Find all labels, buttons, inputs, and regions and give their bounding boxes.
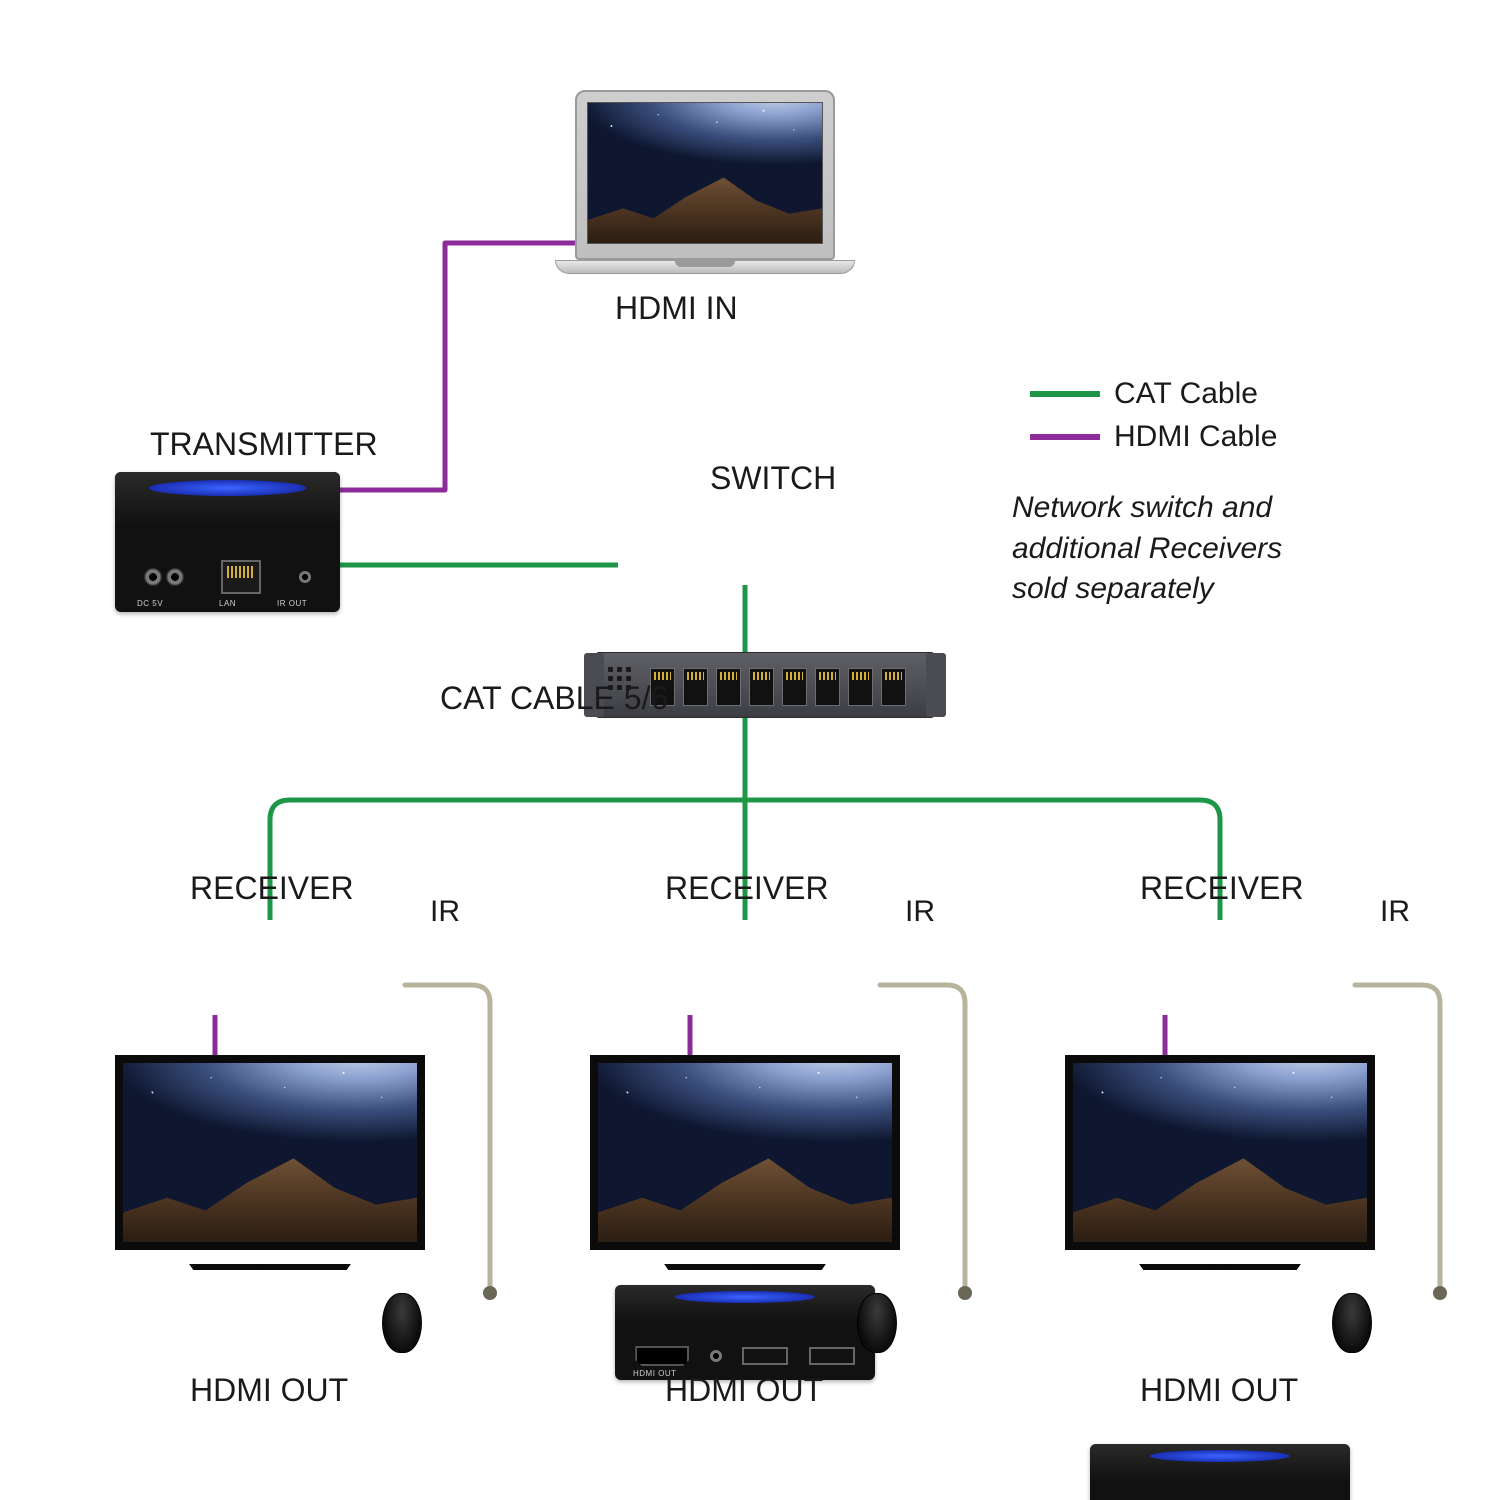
legend-row-hdmi: HDMI Cable <box>1030 420 1277 454</box>
label-receiver-2: RECEIVER <box>665 870 829 907</box>
switch-port <box>881 668 906 706</box>
dc-in-port <box>144 568 162 586</box>
dc-in-port-2 <box>166 568 184 586</box>
ir-sensor-3 <box>1433 1286 1447 1300</box>
switch-port <box>815 668 840 706</box>
label-hdmi-out-2: HDMI OUT <box>665 1372 823 1409</box>
mouse-2 <box>857 1293 897 1353</box>
mouse-3 <box>1332 1293 1372 1353</box>
switch-port <box>716 668 741 706</box>
port-label-irout: IR OUT <box>277 599 307 608</box>
ir-sensor-2 <box>958 1286 972 1300</box>
label-ir-1: IR <box>430 895 460 929</box>
transmitter-device: DC 5V LAN IR OUT <box>115 472 340 612</box>
label-ir-2: IR <box>905 895 935 929</box>
port-label-dc5v: DC 5V <box>137 599 163 608</box>
legend-row-cat: CAT Cable <box>1030 377 1258 411</box>
ir-sensor-1 <box>483 1286 497 1300</box>
lan-port <box>221 560 261 594</box>
switch-port <box>683 668 708 706</box>
legend-swatch-hdmi <box>1030 434 1100 440</box>
switch-port <box>848 668 873 706</box>
switch-port <box>749 668 774 706</box>
tv-display-2 <box>590 1055 900 1270</box>
usb-port <box>742 1347 788 1365</box>
label-hdmi-out-1: HDMI OUT <box>190 1372 348 1409</box>
mouse-1 <box>382 1293 422 1353</box>
legend-label-cat: CAT Cable <box>1114 377 1258 411</box>
label-transmitter: TRANSMITTER <box>150 426 378 463</box>
tv-display-1 <box>115 1055 425 1270</box>
port-label-lan: LAN <box>219 599 236 608</box>
note-sold-separately: Network switch and additional Receivers … <box>1012 488 1282 610</box>
tv-display-3 <box>1065 1055 1375 1270</box>
label-receiver-3: RECEIVER <box>1140 870 1304 907</box>
label-receiver-1: RECEIVER <box>190 870 354 907</box>
switch-port <box>782 668 807 706</box>
label-hdmi-in: HDMI IN <box>615 290 738 327</box>
laptop-source <box>575 90 835 274</box>
usb-port <box>809 1347 855 1365</box>
receiver-device-2: HDMI OUT <box>615 1285 875 1380</box>
legend-label-hdmi: HDMI Cable <box>1114 420 1277 454</box>
label-switch: SWITCH <box>710 460 836 497</box>
hdmi-out-port <box>635 1346 689 1366</box>
label-cat-cable-56: CAT CABLE 5/6 <box>440 680 668 717</box>
ir-out-port <box>299 571 311 583</box>
receiver-jack <box>710 1350 722 1362</box>
legend-swatch-cat <box>1030 391 1100 397</box>
receiver-device-3: HDMI OUT <box>1090 1444 1350 1500</box>
label-ir-3: IR <box>1380 895 1410 929</box>
label-hdmi-out-3: HDMI OUT <box>1140 1372 1298 1409</box>
